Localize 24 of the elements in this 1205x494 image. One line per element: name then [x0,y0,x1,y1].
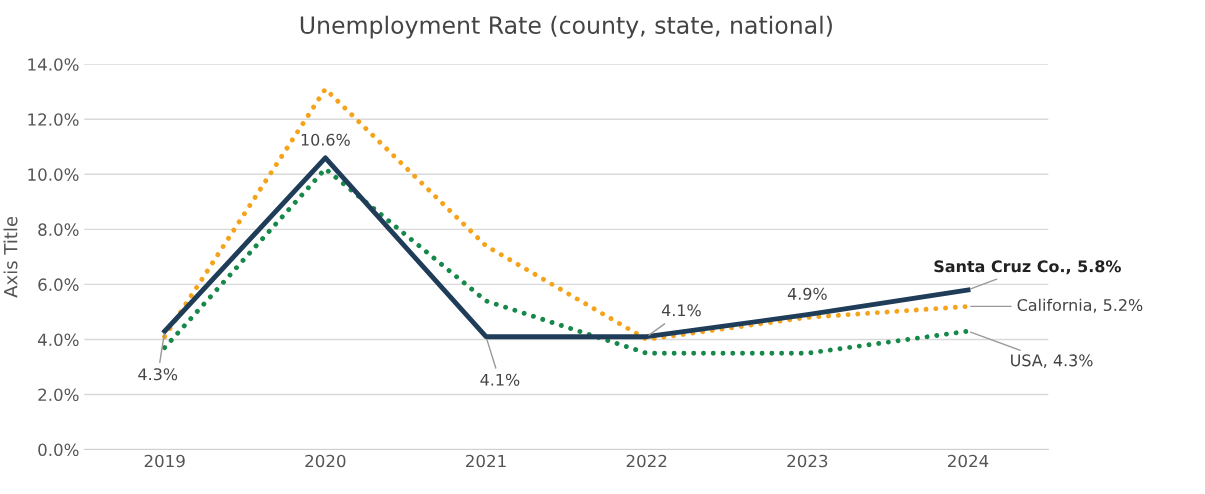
y-tick-label: 6.0% [38,278,79,291]
y-tick-label: 4.0% [37,333,79,347]
y-axis-title: Axis Title [3,216,18,298]
data-label: USA, 4.3% [1011,354,1093,369]
data-label: 4.1% [480,373,520,386]
y-tick-label: 2.0% [38,388,79,402]
y-tick-label: 0.0% [38,443,79,457]
chart-title: Unemployment Rate (county, state, national) [300,15,832,39]
y-tick-label: 12.0% [28,113,79,126]
y-tick-label: 8.0% [38,223,79,236]
data-label: 4.3% [138,368,178,381]
x-tick-label: 2024 [948,454,989,468]
x-tick-label: 2022 [626,454,667,468]
x-tick-label: 2023 [787,454,828,468]
x-tick-label: 2020 [305,454,346,468]
x-tick-label: 2021 [466,454,506,468]
data-label: 4.9% [787,287,827,300]
y-tick-label: 10.0% [28,168,79,181]
data-label: 4.1% [661,304,701,317]
y-tick-label: 14.0% [28,58,79,71]
data-label: California, 5.2% [1017,298,1143,313]
data-label: 10.6% [301,133,350,146]
x-tick-label: 2019 [144,454,185,468]
data-label: Santa Cruz Co., 5.8% [934,260,1121,275]
